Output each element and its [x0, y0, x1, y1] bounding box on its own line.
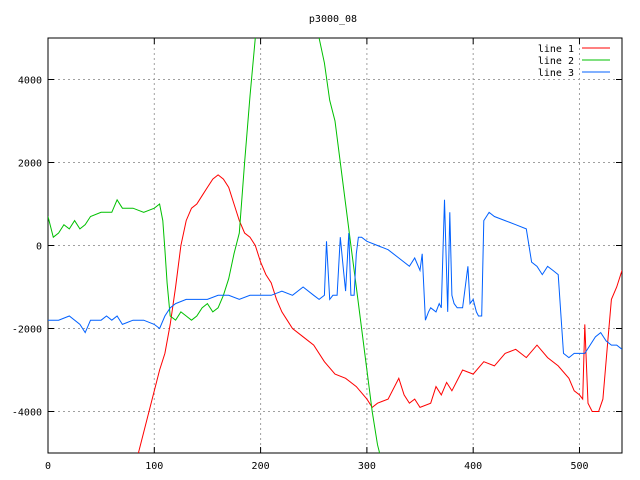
series-line-4: [48, 199, 622, 359]
y-tick-label: -4000: [12, 408, 42, 419]
legend-label: line 3: [538, 68, 574, 79]
x-tick-label: 200: [252, 461, 270, 472]
y-tick-label: 0: [36, 242, 42, 253]
x-tick-label: 400: [464, 461, 482, 472]
chart-title: p3000_08: [309, 14, 357, 25]
grid: [48, 38, 622, 453]
x-tick-label: 100: [145, 461, 163, 472]
x-tick-label: 500: [570, 461, 588, 472]
y-tick-label: 2000: [18, 159, 42, 170]
y-tick-label: 4000: [18, 76, 42, 87]
y-tick-label: -2000: [12, 325, 42, 336]
legend-label: line 1: [538, 44, 574, 55]
series-line-1: [137, 174, 622, 453]
x-tick-label: 0: [45, 461, 51, 472]
x-tick-label: 300: [358, 461, 376, 472]
legend-label: line 2: [538, 56, 574, 67]
tick-labels: 0 100 200 300 400 500 -4000 -2000 0 2000 4000: [12, 38, 622, 472]
series-lines: [48, 38, 622, 453]
series-line-2: [48, 38, 256, 321]
series-line-3: [318, 38, 381, 453]
